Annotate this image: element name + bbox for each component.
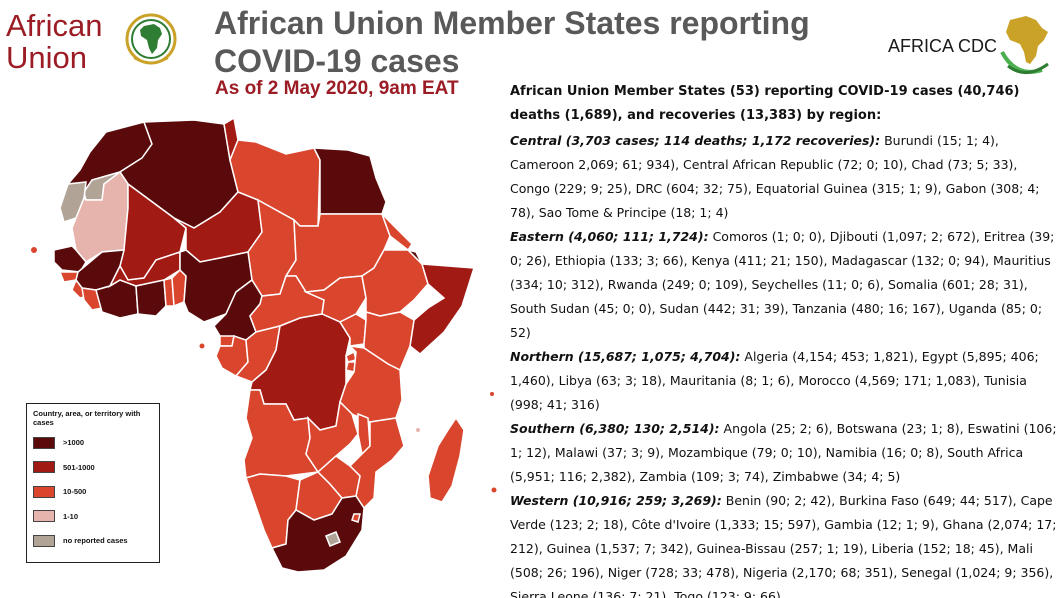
map-lesotho	[325, 531, 341, 547]
map-ethiopia	[361, 249, 429, 317]
map-south-africa	[270, 495, 365, 573]
au-emblem-icon	[125, 13, 177, 65]
region-text: Comoros (1; 0; 0), Djibouti (1,097; 2; 6…	[510, 229, 1055, 340]
legend-item-no-cases: no reported cases	[33, 533, 153, 548]
legend-label: 1-10	[63, 511, 79, 521]
region-label: Southern (6,380; 130; 2,514):	[510, 421, 720, 436]
map-zimbabwe	[316, 455, 361, 499]
region-text: Algeria (4,154; 453; 1,821), Egypt (5,89…	[510, 349, 1039, 412]
region-northern: Northern (15,687; 1,075; 4,704): Algeria…	[510, 345, 1058, 417]
summary-heading: African Union Member States (53) reporti…	[510, 84, 1020, 123]
region-eastern: Eastern (4,060; 111; 1,724): Comoros (1;…	[510, 225, 1058, 345]
legend-swatch	[33, 534, 55, 547]
au-logo-line-2: Union	[6, 40, 87, 75]
region-western: Western (10,916; 259; 3,269): Benin (90;…	[510, 489, 1058, 598]
legend-label: 10-500	[63, 487, 87, 496]
map-madagascar	[427, 416, 465, 503]
legend-label: no reported cases	[63, 536, 128, 545]
africa-cdc-emblem-icon	[1000, 16, 1049, 74]
legend-swatch	[33, 510, 55, 522]
region-label: Northern (15,687; 1,075; 4,704):	[510, 349, 741, 364]
cdc-logo-text: AFRICA CDC	[888, 36, 998, 56]
african-union-logo: African Union	[6, 10, 184, 80]
au-logo-text: African Union	[6, 10, 102, 74]
region-text: Angola (25; 2; 6), Botswana (23; 1; 8), …	[510, 421, 1057, 484]
map-egypt	[312, 147, 387, 215]
legend-item-1-10: 1-10	[33, 509, 153, 524]
legend-item-over-1000: >1000	[33, 435, 153, 450]
map-legend: Country, area, or territory with cases >…	[26, 403, 160, 563]
region-text: Benin (90; 2; 42), Burkina Faso (649; 44…	[510, 493, 1057, 598]
map-eswatini	[351, 513, 361, 523]
summary-panel: African Union Member States (53) reporti…	[510, 80, 1058, 598]
region-text: Burundi (15; 1; 4), Cameroon 2,069; 61; …	[510, 133, 1040, 220]
map-eritrea	[381, 213, 413, 252]
region-label: Central (3,703 cases; 114 deaths; 1,172 …	[510, 133, 881, 148]
legend-item-10-500: 10-500	[33, 484, 153, 499]
africa-cdc-logo: AFRICA CDC	[888, 12, 1063, 82]
africa-map	[31, 116, 497, 573]
map-mauritius	[491, 487, 497, 493]
page-subtitle: As of 2 May 2020, 9am EAT	[215, 78, 459, 99]
legend-swatch	[33, 485, 55, 498]
map-djibouti	[405, 248, 423, 265]
map-sao-tome	[199, 343, 205, 349]
map-zambia	[305, 400, 359, 474]
map-cape-verde	[31, 247, 37, 253]
legend-swatch	[33, 461, 55, 473]
legend-label: 501-1000	[63, 462, 95, 472]
au-logo-line-1: African	[6, 8, 103, 43]
region-label: Western (10,916; 259; 3,269):	[510, 493, 722, 508]
map-south-sudan	[303, 275, 367, 323]
region-label: Eastern (4,060; 111; 1,724):	[510, 229, 709, 244]
legend-label: >1000	[63, 438, 85, 447]
map-ghana	[135, 279, 167, 317]
region-central: Central (3,703 cases; 114 deaths; 1,172 …	[510, 129, 1058, 225]
map-seychelles	[490, 392, 494, 396]
map-comoros	[416, 428, 420, 432]
legend-item-501-1000: 501-1000	[33, 460, 153, 475]
legend-swatch	[33, 436, 55, 449]
page-title: African Union Member States reporting CO…	[214, 5, 810, 79]
legend-title: Country, area, or territory with cases	[33, 409, 141, 427]
region-southern: Southern (6,380; 130; 2,514): Angola (25…	[510, 417, 1058, 489]
